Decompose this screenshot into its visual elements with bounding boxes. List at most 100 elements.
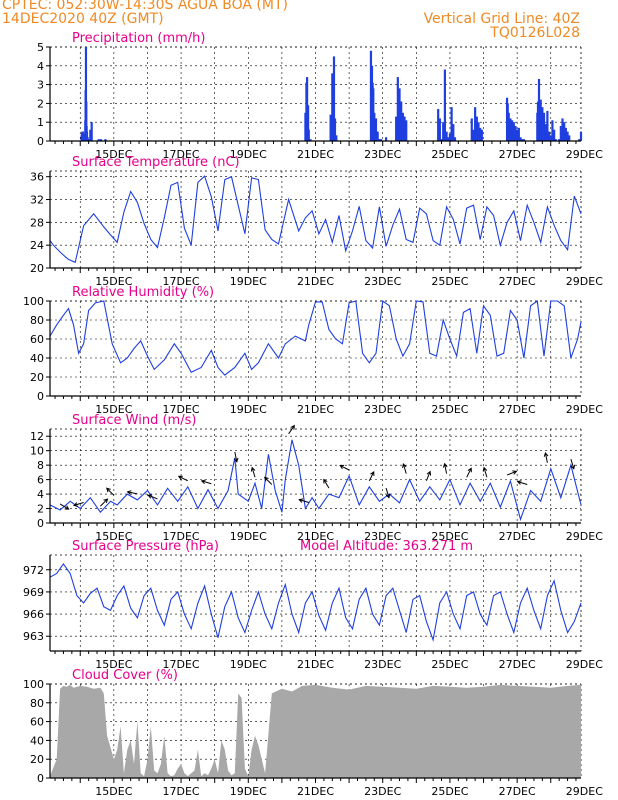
surface-wind-y-tick-label: 0 xyxy=(37,517,44,530)
surface-pressure-x-tick-label: 19DEC xyxy=(230,658,267,671)
wind-arrow-head xyxy=(290,424,295,430)
surface-temperature-x-tick-label: 19DEC xyxy=(230,275,267,288)
wind-arrow-shaft xyxy=(425,471,431,482)
precipitation-bar xyxy=(331,73,334,141)
cloud-cover-area xyxy=(50,684,581,778)
precipitation-bar xyxy=(472,129,475,141)
wind-arrow-shaft xyxy=(368,471,375,482)
precipitation-bar xyxy=(307,105,310,141)
relative-humidity-y-tick-label: 100 xyxy=(23,295,44,308)
surface-wind-y-tick-label: 2 xyxy=(37,503,44,516)
precipitation-bar xyxy=(447,137,450,141)
surface-wind-x-tick-label: 23DEC xyxy=(364,530,401,543)
wind-arrow-shaft xyxy=(323,479,330,489)
precipitation-bar xyxy=(568,135,571,141)
wind-arrow-head xyxy=(323,478,328,484)
surface-pressure-x-tick-label: 27DEC xyxy=(499,658,536,671)
wind-arrow-shaft xyxy=(264,477,273,485)
precipitation-bar xyxy=(547,131,551,141)
surface-temperature-x-tick-label: 29DEC xyxy=(566,275,603,288)
wind-arrow-head xyxy=(177,475,183,480)
precipitation-bar xyxy=(384,137,388,141)
surface-wind-y-tick-label: 8 xyxy=(37,459,44,472)
relative-humidity-series-line xyxy=(49,300,582,376)
surface-temperature-y-tick-label: 28 xyxy=(30,216,44,229)
header: CPTEC: 052:30W-14:30S AGUA BOA (MT) 14DE… xyxy=(0,0,618,48)
precipitation-bar xyxy=(537,78,541,141)
precipitation-bar xyxy=(378,139,381,141)
wind-arrow-shaft xyxy=(288,425,295,435)
wind-arrow-head xyxy=(516,480,522,485)
wind-arrow-shaft xyxy=(73,502,84,506)
cloud-cover-x-tick-label: 25DEC xyxy=(431,785,468,798)
cloud-cover-y-tick-label: 80 xyxy=(30,697,44,710)
surface-wind-series-line xyxy=(49,439,582,522)
precipitation-bar xyxy=(437,109,440,141)
precipitation-x-tick-label: 15DEC xyxy=(95,148,132,161)
precipitation-x-tick-label: 29DEC xyxy=(566,148,603,161)
precipitation-bar xyxy=(453,137,457,141)
surface-pressure-x-tick-label: 25DEC xyxy=(431,658,468,671)
precipitation-bar xyxy=(307,129,310,141)
cloud-cover-y-tick-label: 60 xyxy=(30,716,44,729)
relative-humidity-x-tick-label: 25DEC xyxy=(431,403,468,416)
surface-pressure-series-line xyxy=(49,562,582,642)
precipitation-bar xyxy=(559,125,562,141)
cloud-cover-y-tick-label: 0 xyxy=(37,772,44,785)
surface-temperature-series-line xyxy=(49,175,582,264)
precipitation-bar xyxy=(379,139,383,141)
wind-arrow-head xyxy=(543,451,549,457)
surface-pressure-x-tick-label: 23DEC xyxy=(364,658,401,671)
wind-arrow-head xyxy=(106,487,111,493)
precipitation-bar xyxy=(333,118,337,141)
cloud-cover-x-tick-label: 29DEC xyxy=(566,785,603,798)
precipitation-bar xyxy=(396,77,399,141)
precipitation-panel: Precipitation (mm/h) 0 1 2 3 4 5 15DEC 17DEC 19DE… xyxy=(37,31,603,161)
surface-wind-x-tick-label: 25DEC xyxy=(431,530,468,543)
surface-wind-y-tick-label: 4 xyxy=(37,488,44,501)
precipitation-bar xyxy=(544,124,547,141)
relative-humidity-x-tick-label: 21DEC xyxy=(297,403,334,416)
precipitation-bar xyxy=(564,127,567,141)
precipitation-bar xyxy=(539,99,542,141)
surface-wind-title: Surface Wind (m/s) xyxy=(72,413,196,428)
wind-arrow-shaft xyxy=(506,470,517,476)
precipitation-bar xyxy=(332,56,336,141)
precipitation-bar xyxy=(566,131,569,141)
relative-humidity-x-tick-label: 15DEC xyxy=(95,403,132,416)
surface-temperature-x-tick-label: 23DEC xyxy=(364,275,401,288)
precipitation-bar xyxy=(395,116,398,141)
relative-humidity-x-tick-label: 17DEC xyxy=(163,403,200,416)
surface-temperature-y-tick-label: 20 xyxy=(30,262,44,275)
relative-humidity-y-tick-label: 20 xyxy=(30,371,44,384)
wind-arrow-shaft xyxy=(251,467,256,478)
surface-wind-y-tick-label: 6 xyxy=(37,474,44,487)
relative-humidity-title: Relative Humidity (%) xyxy=(72,285,214,300)
precipitation-bar xyxy=(512,122,515,141)
precipitation-bar xyxy=(403,116,406,141)
precipitation-x-tick-label: 27DEC xyxy=(499,148,536,161)
precipitation-bar xyxy=(374,118,378,141)
surface-wind-y-tick-label: 10 xyxy=(30,445,44,458)
precipitation-bar xyxy=(87,139,90,141)
wind-arrow-head xyxy=(402,463,407,469)
surface-temperature-title: Surface Temperature (nC) xyxy=(72,155,240,170)
wind-arrow-head xyxy=(370,470,375,476)
relative-humidity-y-tick-label: 40 xyxy=(30,352,44,365)
run-date: 14DEC2020 40Z (GMT) xyxy=(2,11,164,27)
surface-temperature-x-tick-label: 17DEC xyxy=(163,275,200,288)
wind-arrow-shaft xyxy=(100,498,108,507)
relative-humidity-y-tick-label: 80 xyxy=(30,314,44,327)
wind-arrow-shaft xyxy=(201,480,212,485)
precipitation-bar xyxy=(335,135,338,141)
wind-arrow-head xyxy=(73,502,79,507)
precipitation-bar xyxy=(450,107,453,141)
precipitation-bar xyxy=(90,122,93,141)
surface-wind-x-tick-label: 15DEC xyxy=(95,530,132,543)
cloud-cover-y-tick-label: 100 xyxy=(23,678,44,691)
precipitation-bar xyxy=(517,127,520,141)
wind-arrow-head xyxy=(426,470,432,476)
surface-pressure-x-tick-label: 21DEC xyxy=(297,658,334,671)
surface-pressure-x-tick-label: 29DEC xyxy=(566,658,603,671)
